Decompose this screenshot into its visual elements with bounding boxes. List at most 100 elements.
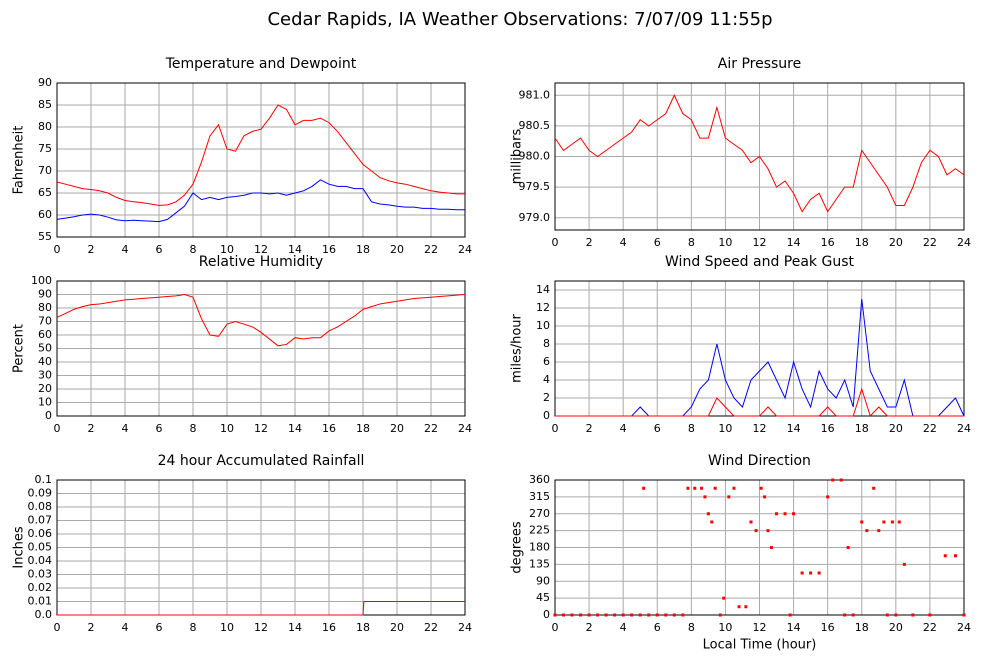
y-tick-label: 135 [529, 557, 550, 570]
x-tick-label: 12 [753, 236, 767, 249]
x-tick-label: 18 [855, 422, 869, 435]
data-point [783, 512, 787, 516]
y-tick-label: 0.03 [28, 568, 53, 581]
chart-title: 24 hour Accumulated Rainfall [158, 453, 365, 469]
y-tick-label: 40 [38, 355, 52, 368]
y-axis-label: millibars [510, 129, 525, 185]
x-tick-label: 22 [923, 621, 937, 634]
y-tick-label: 30 [38, 369, 52, 382]
data-point [839, 478, 843, 482]
y-tick-label: 0.0 [35, 608, 53, 621]
x-tick-label: 22 [923, 236, 937, 249]
x-tick-label: 6 [156, 422, 163, 435]
x-tick-label: 4 [122, 243, 129, 256]
data-point [630, 613, 634, 617]
data-point [766, 529, 770, 533]
x-tick-label: 10 [220, 621, 234, 634]
data-point [826, 495, 830, 499]
y-tick-label: 85 [38, 98, 52, 111]
x-tick-label: 18 [356, 422, 370, 435]
data-point [713, 486, 717, 490]
data-point [872, 486, 876, 490]
x-tick-label: 18 [855, 236, 869, 249]
data-point [672, 613, 676, 617]
y-tick-label: 0 [543, 409, 550, 422]
data-point [655, 613, 659, 617]
data-point [686, 486, 690, 490]
y-tick-label: 14 [536, 283, 550, 296]
y-tick-label: 80 [38, 301, 52, 314]
data-point [877, 529, 881, 533]
y-tick-label: 0.1 [35, 473, 53, 486]
x-tick-label: 16 [821, 422, 835, 435]
x-tick-label: 16 [821, 236, 835, 249]
data-point [763, 495, 767, 499]
y-tick-label: 60 [38, 328, 52, 341]
x-tick-label: 6 [654, 621, 661, 634]
data-point [817, 571, 821, 575]
x-tick-label: 0 [54, 621, 61, 634]
data-line [56, 179, 465, 223]
y-tick-label: 225 [529, 524, 550, 537]
data-line [56, 293, 466, 347]
data-point [843, 613, 847, 617]
x-tick-label: 16 [322, 621, 336, 634]
x-tick-label: 2 [586, 422, 593, 435]
x-tick-label: 22 [424, 243, 438, 256]
y-tick-label: 60 [38, 208, 52, 221]
data-point [962, 613, 966, 617]
x-tick-label: 12 [753, 621, 767, 634]
chart: 0 2 4 6 8 10 12 14 16 18 20 22 240102030405060708090… [12, 254, 473, 435]
x-tick-label: 12 [254, 422, 268, 435]
x-tick-label: 12 [753, 422, 767, 435]
x-tick-label: 10 [718, 236, 732, 249]
y-tick-label: 0 [45, 409, 52, 422]
y-tick-label: 45 [536, 591, 550, 604]
x-tick-label: 6 [156, 243, 163, 256]
y-tick-label: 70 [38, 315, 52, 328]
x-tick-label: 14 [787, 236, 801, 249]
x-tick-label: 4 [620, 236, 627, 249]
chart-title: Wind Speed and Peak Gust [665, 254, 854, 270]
data-point [604, 613, 608, 617]
y-tick-label: 75 [38, 142, 52, 155]
y-tick-label: 0.02 [28, 581, 53, 594]
x-tick-label: 0 [552, 422, 559, 435]
data-line [56, 104, 465, 206]
y-tick-label: 100 [31, 274, 52, 287]
y-tick-label: 0.05 [28, 541, 53, 554]
x-tick-label: 24 [957, 236, 971, 249]
data-point [737, 605, 741, 609]
chart: 0 2 4 6 8 10 12 14 16 18 20 22 240.00.010.020.030.04… [12, 453, 473, 634]
data-point [562, 613, 566, 617]
x-tick-label: 2 [88, 621, 95, 634]
y-tick-label: 10 [38, 396, 52, 409]
x-tick-label: 8 [688, 621, 695, 634]
data-point [693, 486, 697, 490]
x-tick-label: 8 [688, 236, 695, 249]
x-tick-label: 10 [220, 243, 234, 256]
x-tick-label: 10 [220, 422, 234, 435]
data-point [700, 486, 704, 490]
x-tick-label: 24 [458, 243, 472, 256]
x-tick-label: 0 [552, 236, 559, 249]
page-title: Cedar Rapids, IA Weather Observations: 7… [267, 9, 772, 30]
x-tick-label: 4 [620, 621, 627, 634]
y-tick-label: 980.5 [519, 119, 551, 132]
y-tick-label: 55 [38, 230, 52, 243]
x-tick-label: 22 [424, 621, 438, 634]
data-point [579, 613, 583, 617]
x-tick-label: 22 [424, 422, 438, 435]
x-tick-label: 2 [88, 422, 95, 435]
y-tick-label: 50 [38, 342, 52, 355]
y-axis-label: Inches [12, 526, 27, 568]
y-tick-label: 90 [536, 574, 550, 587]
y-tick-label: 0.06 [28, 527, 53, 540]
y-tick-label: 8 [543, 337, 550, 350]
y-tick-label: 360 [529, 473, 550, 486]
x-tick-label: 14 [288, 621, 302, 634]
data-point [621, 613, 625, 617]
y-tick-label: 6 [543, 355, 550, 368]
x-tick-label: 2 [586, 621, 593, 634]
y-tick-label: 70 [38, 164, 52, 177]
